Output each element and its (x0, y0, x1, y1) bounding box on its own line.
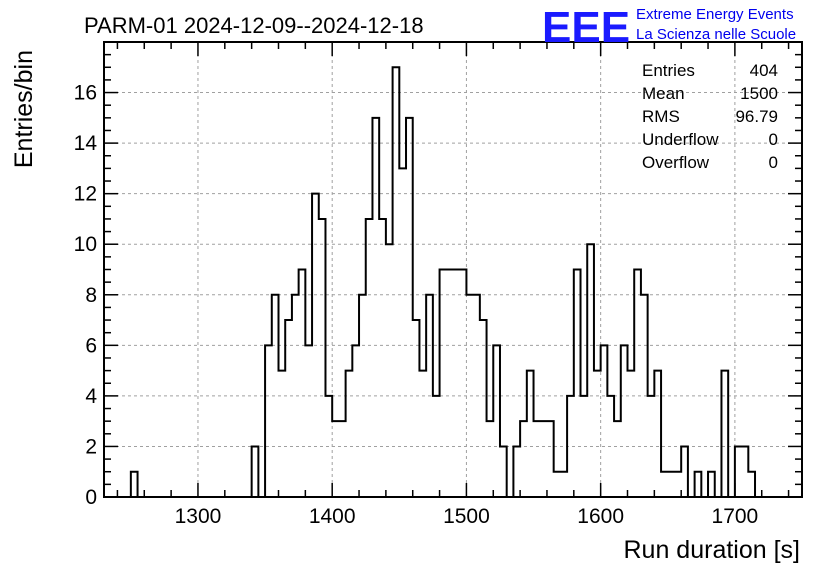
histogram-bin (527, 371, 534, 497)
histogram-bin (305, 345, 312, 497)
histogram-bin (654, 371, 661, 497)
y-tick-label: 4 (85, 385, 97, 408)
histogram-bin (554, 472, 561, 497)
y-tick-label: 14 (74, 132, 98, 155)
stats-rms-value: 96.79 (735, 107, 778, 126)
logo: EEE Extreme Energy Events La Scienza nel… (542, 3, 796, 52)
grid-lines (104, 42, 802, 497)
histogram-bin (594, 371, 601, 497)
histogram-bin (319, 219, 326, 497)
histogram-bin (346, 371, 353, 497)
histogram-bin (252, 446, 259, 497)
histogram-bin (601, 345, 608, 497)
logo-line1: Extreme Energy Events (636, 6, 794, 23)
stats-box: Entries 404 Mean 1500 RMS 96.79 Underflo… (642, 61, 778, 172)
x-tick-label: 1500 (443, 505, 490, 528)
histogram-bin (332, 421, 339, 497)
y-tick-label: 16 (74, 82, 97, 105)
histogram-bin (279, 371, 286, 497)
histogram-bin (366, 219, 373, 497)
histogram-bin (621, 345, 628, 497)
histogram-bin (446, 270, 453, 498)
histogram-bin (748, 472, 755, 497)
y-tick-label: 12 (74, 183, 97, 206)
stats-mean-value: 1500 (740, 84, 778, 103)
histogram-bin (419, 371, 426, 497)
stats-entries-value: 404 (750, 61, 778, 80)
histogram-bin (413, 320, 420, 497)
histogram-bin (131, 472, 138, 497)
histogram-bin (513, 446, 520, 497)
histogram-bin (634, 270, 641, 498)
histogram-bin (440, 270, 447, 498)
histogram-bin (674, 472, 681, 497)
histogram-bin (460, 270, 467, 498)
histogram-bin (560, 472, 567, 497)
stats-entries-label: Entries (642, 61, 695, 80)
stats-underflow-label: Underflow (642, 130, 719, 149)
y-tick-label: 10 (74, 233, 97, 256)
x-tick-label: 1600 (577, 505, 624, 528)
histogram-bin (406, 118, 413, 497)
x-axis-title: Run duration [s] (624, 536, 801, 564)
histogram-bin (628, 371, 635, 497)
histogram-bin (352, 345, 359, 497)
histogram-bin (299, 270, 306, 498)
histogram-bin (587, 244, 594, 497)
histogram-bin (379, 219, 386, 497)
histogram-bin (372, 118, 379, 497)
logo-letters: EEE (542, 3, 630, 52)
y-axis-title: Entries/bin (10, 50, 38, 168)
histogram-bin (540, 421, 547, 497)
chart-title: PARM-01 2024-12-09--2024-12-18 (84, 13, 424, 38)
x-tick-label: 1700 (712, 505, 759, 528)
y-tick-label: 2 (85, 435, 97, 458)
histogram-bin (534, 421, 541, 497)
stats-rms-label: RMS (642, 107, 680, 126)
histogram-bin (493, 345, 500, 497)
histogram-bin (681, 446, 688, 497)
histogram-bin (735, 446, 742, 497)
histogram-bin (393, 67, 400, 497)
histogram-bin (480, 320, 487, 497)
histogram-bin (721, 371, 728, 497)
stats-underflow-value: 0 (769, 130, 778, 149)
stats-mean-label: Mean (642, 84, 685, 103)
histogram-bin (668, 472, 675, 497)
logo-line2: La Scienza nelle Scuole (636, 26, 796, 43)
histogram-bin (547, 421, 554, 497)
histogram-bin (386, 244, 393, 497)
y-tick-label: 8 (85, 284, 97, 307)
histogram-bin (695, 472, 702, 497)
histogram-outline (129, 66, 762, 498)
x-tick-label: 1300 (175, 505, 222, 528)
x-tick-label: 1400 (309, 505, 356, 528)
histogram-bin (520, 421, 527, 497)
histogram-bin (500, 446, 507, 497)
y-axis-ticks: 0 2 4 6 8 10 12 14 16 (74, 53, 802, 509)
histogram-bin (574, 270, 581, 498)
y-tick-label: 0 (85, 486, 97, 509)
stats-overflow-value: 0 (769, 153, 778, 172)
histogram-bin (661, 472, 668, 497)
y-tick-label: 6 (85, 334, 97, 357)
histogram-bin (708, 472, 715, 497)
histogram-bin (453, 270, 460, 498)
histogram-bin (285, 320, 292, 497)
histogram-bin (614, 421, 621, 497)
histogram-bin (399, 168, 406, 497)
histogram-bin (487, 421, 494, 497)
stats-overflow-label: Overflow (642, 153, 710, 172)
histogram-bin (339, 421, 346, 497)
x-axis-ticks: 1300 1400 1500 1600 1700 (116, 42, 790, 528)
histogram-bin (742, 446, 749, 497)
histogram-bin (265, 345, 272, 497)
